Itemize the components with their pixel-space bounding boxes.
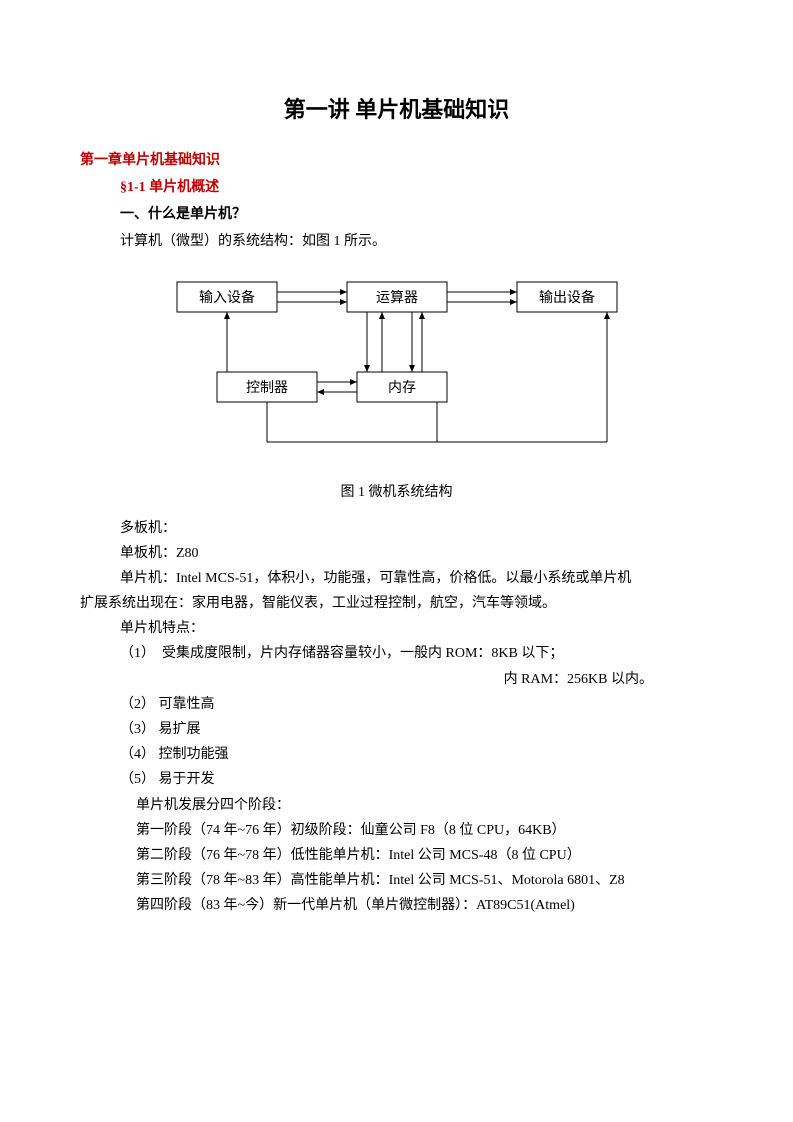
para-singleboard: 单板机：Z80	[120, 541, 713, 566]
para-mcu-b: 扩展系统出现在：家用电器，智能仪表，工业过程控制，航空，汽车等领域。	[80, 591, 713, 616]
para-mcu-a: 单片机：Intel MCS-51，体积小，功能强，可靠性高，价格低。以最小系统或…	[120, 566, 713, 591]
stage-1: 第一阶段（74 年~76 年）初级阶段：仙童公司 F8（8 位 CPU，64KB…	[136, 818, 713, 843]
node-output: 输出设备	[517, 282, 617, 312]
para-multiboard: 多板机：	[120, 516, 713, 541]
node-output-label: 输出设备	[539, 289, 595, 306]
node-mem: 内存	[357, 372, 447, 402]
node-alu: 运算器	[347, 282, 447, 312]
stages-head: 单片机发展分四个阶段：	[136, 793, 713, 818]
chapter-heading: 第一章单片机基础知识	[80, 148, 713, 173]
diagram-figure-1: 输入设备 运算器 输出设备 控制器 内存	[80, 272, 713, 472]
feature-item-3: （3） 易扩展	[120, 717, 713, 742]
node-ctrl: 控制器	[217, 372, 317, 402]
sub-heading-1: 一、什么是单片机？	[120, 202, 713, 227]
node-input-label: 输入设备	[199, 289, 255, 306]
page-title: 第一讲 单片机基础知识	[80, 90, 713, 130]
feature-item-2: （2） 可靠性高	[120, 692, 713, 717]
feature-item-1: （1） 受集成度限制，片内存储器容量较小，一般内 ROM：8KB 以下；	[120, 641, 713, 666]
stage-4: 第四阶段（83 年~今）新一代单片机（单片微控制器）：AT89C51(Atmel…	[136, 893, 713, 918]
feature-item-4: （4） 控制功能强	[120, 742, 713, 767]
node-mem-label: 内存	[388, 380, 416, 396]
node-ctrl-label: 控制器	[246, 380, 288, 396]
section-heading: §1-1 单片机概述	[120, 175, 713, 200]
para-features-head: 单片机特点：	[120, 616, 713, 641]
flowchart-svg: 输入设备 运算器 输出设备 控制器 内存	[137, 272, 657, 472]
node-input: 输入设备	[177, 282, 277, 312]
intro-text: 计算机（微型）的系统结构：如图 1 所示。	[120, 229, 713, 254]
stage-3: 第三阶段（78 年~83 年）高性能单片机：Intel 公司 MCS-51、Mo…	[136, 868, 713, 893]
feature-item-1b: 内 RAM：256KB 以内。	[120, 667, 713, 692]
figure-caption-1: 图 1 微机系统结构	[80, 480, 713, 505]
feature-item-5: （5） 易于开发	[120, 767, 713, 792]
node-alu-label: 运算器	[376, 290, 418, 306]
stage-2: 第二阶段（76 年~78 年）低性能单片机：Intel 公司 MCS-48（8 …	[136, 843, 713, 868]
